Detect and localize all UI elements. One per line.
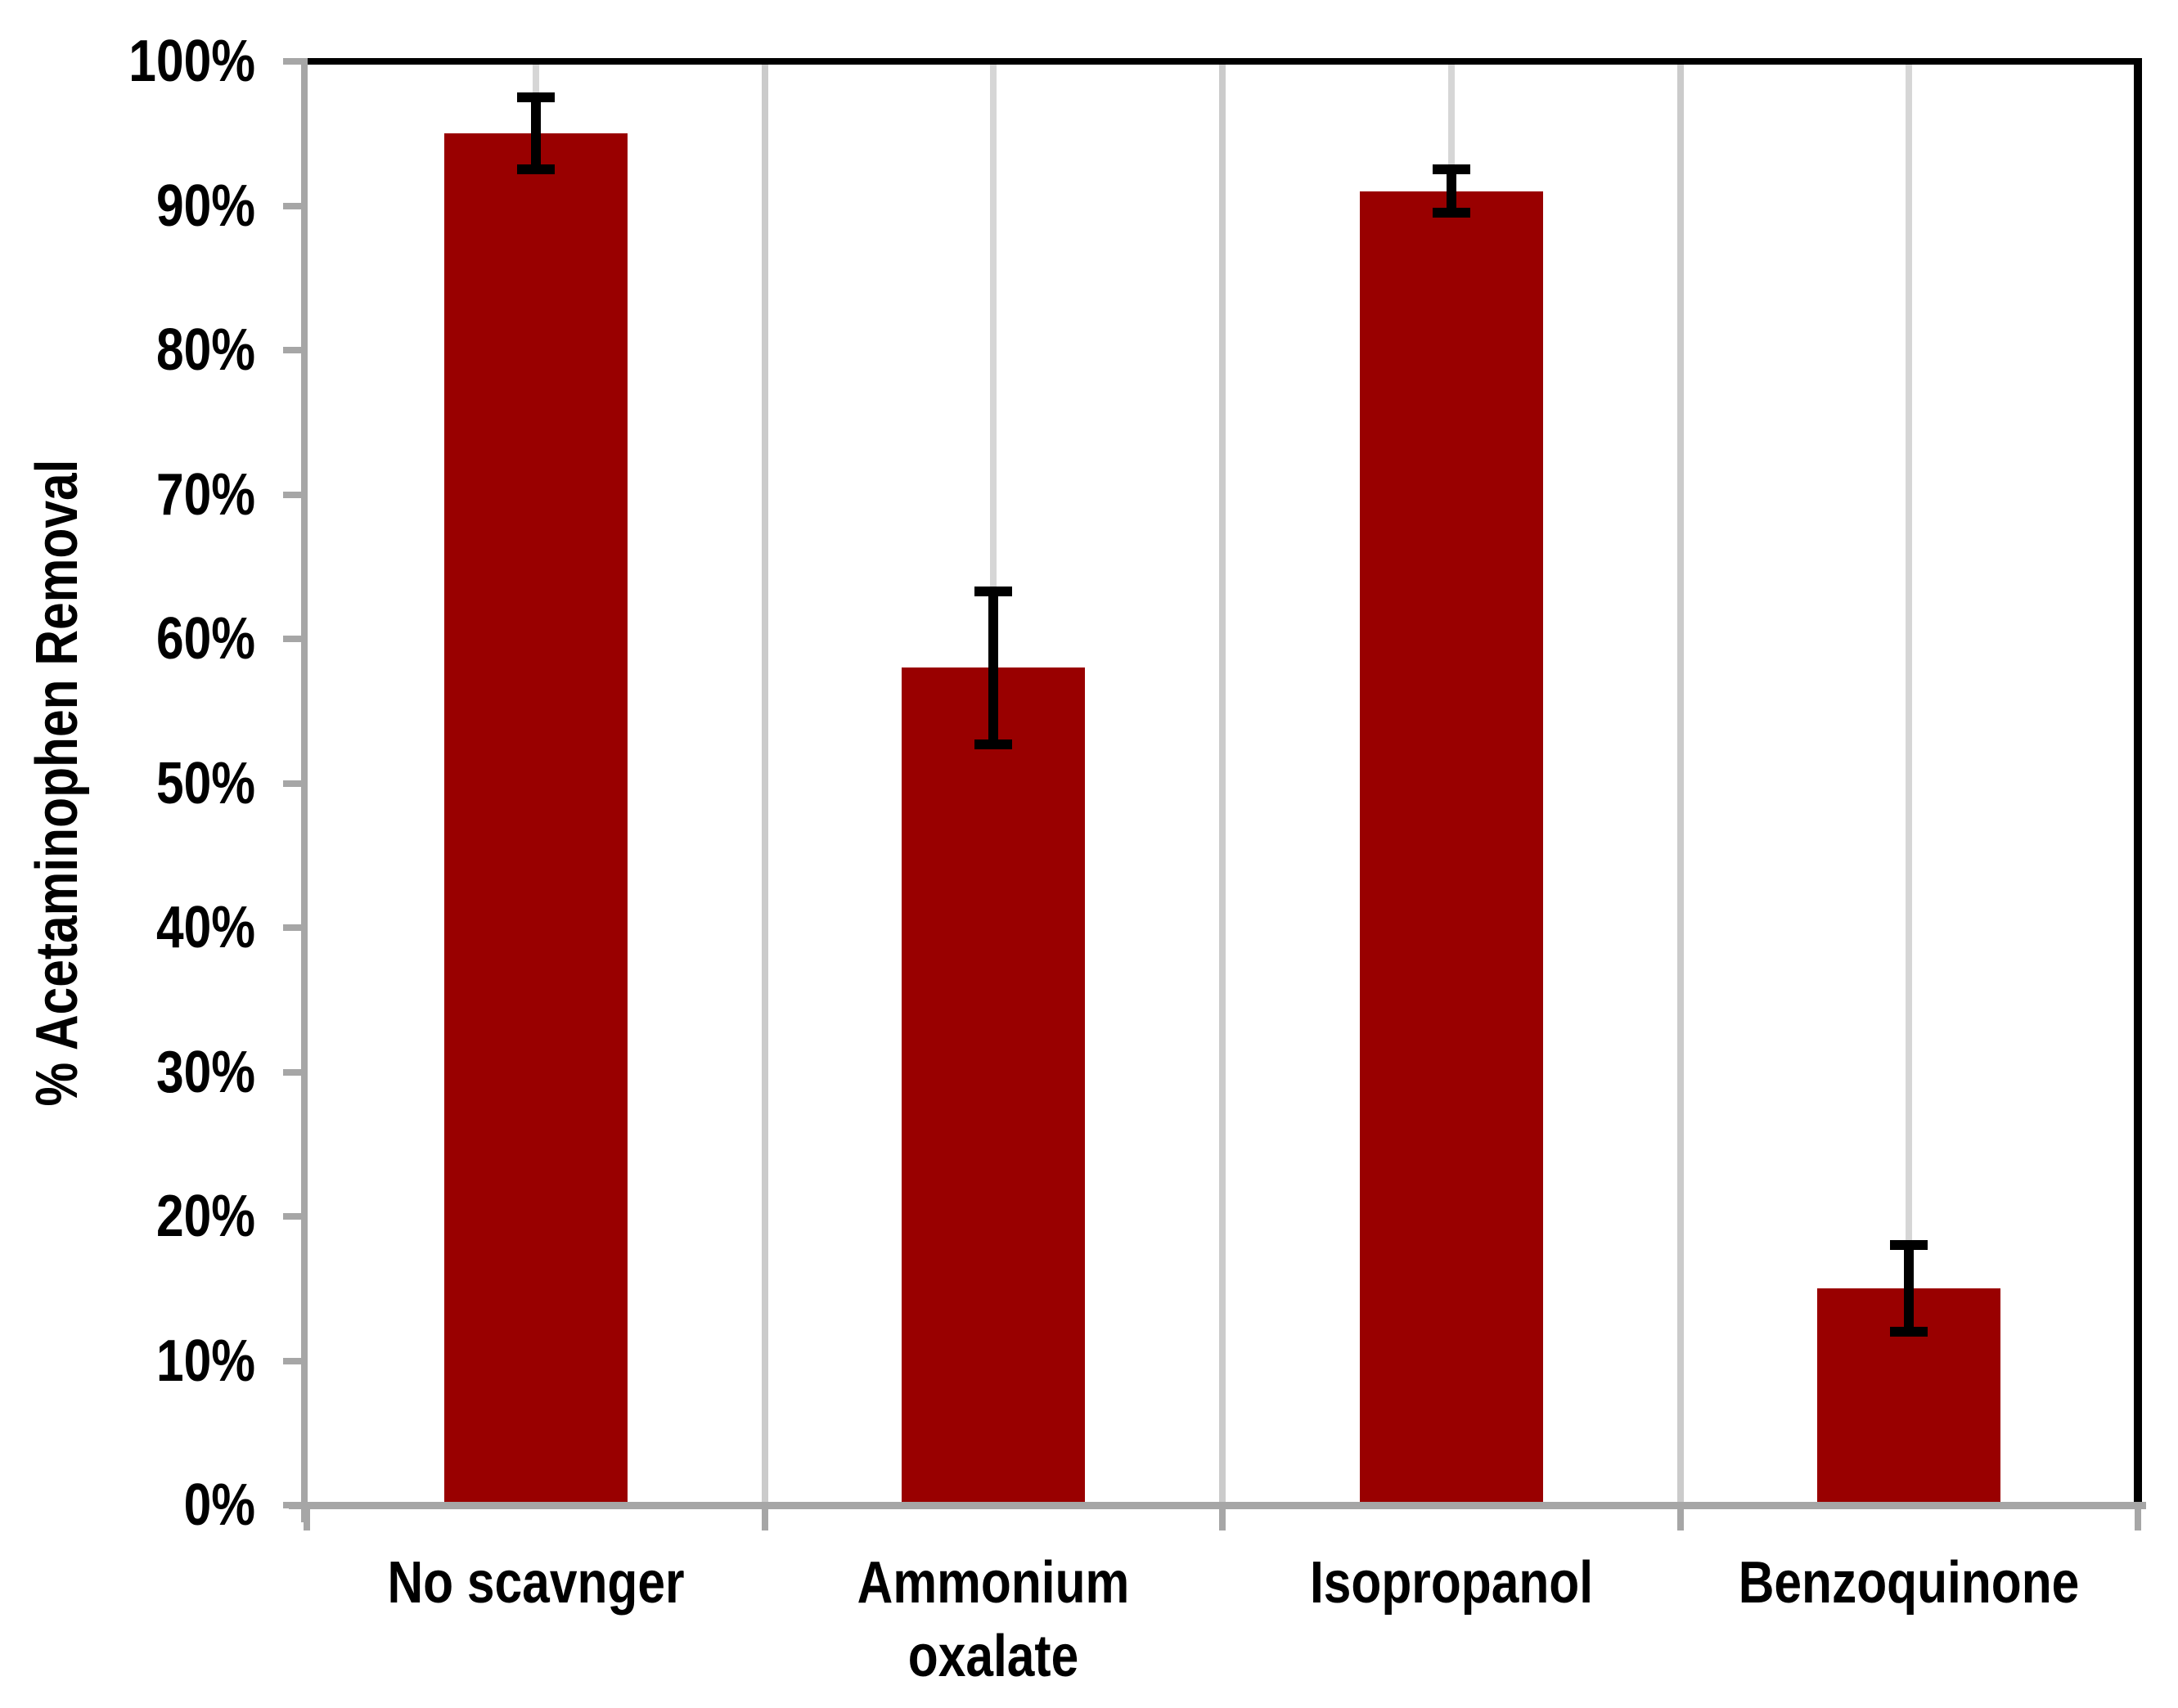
y-tick-label: 10% [155, 1328, 255, 1394]
y-tick-label: 20% [155, 1184, 255, 1249]
y-tick-mark [283, 636, 304, 642]
y-tick-mark [283, 1502, 304, 1508]
x-category-label-isopropanol: Isopropanol [1211, 1546, 1692, 1620]
y-tick-label: 90% [155, 173, 255, 239]
x-category-label-line: Ammonium [857, 1550, 1130, 1616]
bar-ammonium-oxalate [902, 667, 1085, 1505]
bar-no-scavnger [444, 133, 628, 1505]
x-category-label-line: No scavnger [387, 1550, 685, 1616]
y-tick-mark [283, 1358, 304, 1364]
gridline-category-boundary [1219, 65, 1226, 1502]
y-tick-mark [283, 492, 304, 498]
x-tick-mark [304, 1509, 310, 1530]
error-bar-ammonium-oxalate-line [988, 591, 998, 744]
x-category-label-benzoquinone: Benzoquinone [1668, 1546, 2149, 1620]
y-tick-label: 60% [155, 606, 255, 672]
y-tick-label: 30% [155, 1040, 255, 1105]
y-tick-mark [283, 1069, 304, 1076]
error-bar-no-scavnger-cap-bottom [517, 164, 555, 174]
x-axis-line [289, 1502, 2146, 1509]
gridline-category-boundary [1677, 65, 1684, 1502]
error-bar-no-scavnger-line [531, 97, 541, 169]
y-tick-mark [283, 780, 304, 787]
x-category-label-line: oxalate [907, 1624, 1079, 1689]
y-tick-label: 70% [155, 462, 255, 528]
error-bar-isopropanol-line [1447, 169, 1456, 213]
bar-isopropanol [1360, 191, 1543, 1505]
x-tick-mark [1677, 1509, 1684, 1530]
y-tick-label: 50% [155, 751, 255, 816]
error-bar-isopropanol-cap-bottom [1433, 208, 1470, 218]
y-tick-label: 100% [128, 29, 255, 94]
x-category-label-ammonium-oxalate: Ammonium oxalate [753, 1546, 1234, 1693]
x-tick-mark [1219, 1509, 1226, 1530]
y-axis-title: % Acetaminophen Removal [25, 459, 90, 1107]
error-bar-ammonium-oxalate-cap-bottom [974, 739, 1012, 749]
y-tick-mark [283, 924, 304, 931]
error-bar-ammonium-oxalate-cap-top [974, 587, 1012, 596]
error-bar-isopropanol-cap-top [1433, 164, 1470, 174]
error-bar-benzoquinone-line [1904, 1245, 1914, 1332]
plot-border-right [2134, 58, 2142, 1509]
error-bar-benzoquinone-cap-bottom [1890, 1327, 1928, 1337]
gridline-category-center [1906, 65, 1912, 1502]
x-tick-mark [2135, 1509, 2141, 1530]
y-tick-mark [283, 58, 304, 65]
y-tick-label: 40% [155, 895, 255, 960]
y-tick-mark [283, 203, 304, 209]
error-bar-benzoquinone-cap-top [1890, 1240, 1928, 1250]
x-category-label-line: Isopropanol [1309, 1550, 1594, 1616]
error-bar-no-scavnger-cap-top [517, 92, 555, 102]
y-tick-mark [283, 347, 304, 353]
gridline-category-boundary [762, 65, 768, 1502]
x-category-label-line: Benzoquinone [1738, 1550, 2080, 1616]
y-tick-mark [283, 1213, 304, 1220]
x-tick-mark [762, 1509, 768, 1530]
x-category-label-no-scavnger: No scavnger [295, 1546, 776, 1620]
y-tick-label: 0% [183, 1472, 255, 1538]
plot-border-top [307, 58, 2142, 65]
y-axis-line [301, 58, 308, 1522]
y-tick-label: 80% [155, 317, 255, 383]
